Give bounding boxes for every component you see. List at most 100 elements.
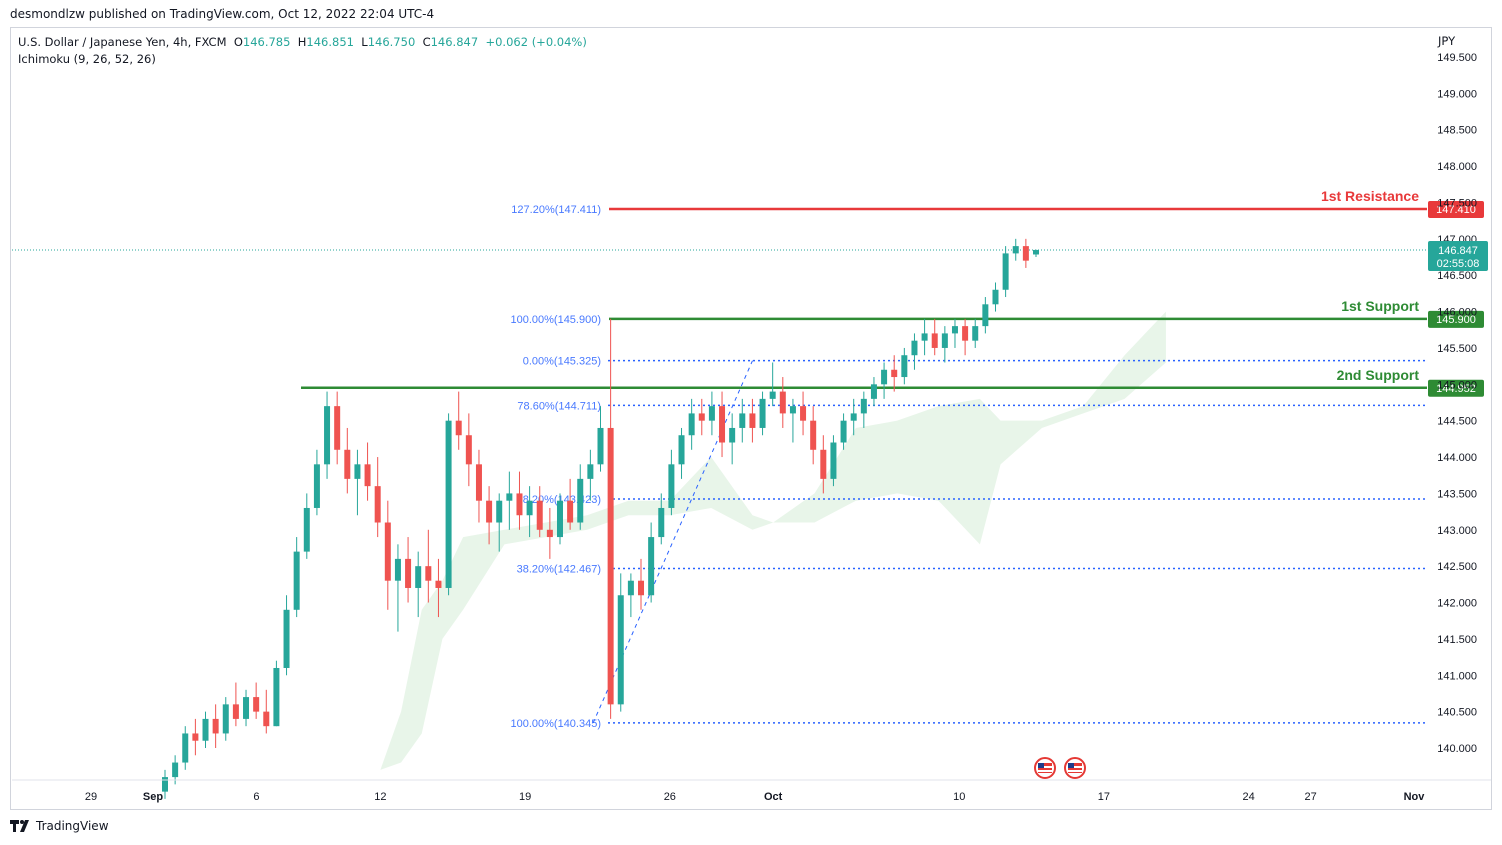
candle-body xyxy=(435,580,442,588)
candle-body xyxy=(567,500,574,523)
candle-body xyxy=(901,355,908,378)
candle-body xyxy=(648,537,655,596)
candle-body xyxy=(830,442,837,479)
candle-body xyxy=(253,697,260,712)
candle-body xyxy=(992,289,999,305)
candle-body xyxy=(526,500,533,516)
level-price-tag xyxy=(1428,310,1484,328)
candle-body xyxy=(222,704,229,734)
candle-body xyxy=(394,558,401,581)
time-tick-label: 10 xyxy=(953,791,965,803)
candle-body xyxy=(951,326,958,334)
fib-label: 127.20%(147.411) xyxy=(511,204,601,216)
candle-body xyxy=(729,427,736,443)
footer-brand[interactable]: TradingView xyxy=(10,819,109,833)
fib-label: 78.60%(144.711) xyxy=(517,400,601,412)
price-tick-label: 149.500 xyxy=(1437,52,1477,64)
candle-body xyxy=(972,326,979,341)
ichimoku-cloud xyxy=(380,311,1166,770)
candle-body xyxy=(688,413,695,436)
candle-body xyxy=(800,406,807,421)
level-price-tag xyxy=(1428,201,1484,219)
flag-stripe-white xyxy=(1038,770,1052,772)
close-label: C xyxy=(422,35,431,49)
candle-body xyxy=(597,427,604,465)
candle-body xyxy=(678,435,685,465)
candle-body xyxy=(658,507,665,538)
candle-body xyxy=(546,529,553,538)
candle-body xyxy=(1033,249,1039,255)
candle-body xyxy=(870,384,877,399)
candle-body xyxy=(384,522,391,581)
time-tick-label: 6 xyxy=(253,791,259,803)
candle-body xyxy=(212,718,219,734)
indicator-legend: Ichimoku (9, 26, 52, 26) xyxy=(18,52,156,66)
level-label: 1st Resistance xyxy=(1321,188,1419,204)
change-value: +0.062 (+0.04%) xyxy=(485,35,587,49)
candle-body xyxy=(374,486,381,523)
candle-body xyxy=(354,464,361,479)
candle-body xyxy=(779,391,786,414)
open-label: O xyxy=(233,35,243,49)
current-price-tag xyxy=(1428,240,1488,271)
price-tick-label: 141.000 xyxy=(1437,670,1477,682)
price-tick-label: 148.000 xyxy=(1437,161,1477,173)
level-lines: 1st Resistance 147.410 1st Support 145.900 2… xyxy=(12,188,1484,397)
candle-body xyxy=(587,464,594,479)
candle-body xyxy=(1022,246,1029,261)
candle-body xyxy=(891,369,898,378)
symbol-legend: U.S. Dollar / Japanese Yen, 4h, FXCM O14… xyxy=(18,35,587,49)
candle-body xyxy=(698,413,705,421)
candle-body xyxy=(749,413,756,428)
price-tick-label: 140.000 xyxy=(1437,743,1477,755)
candle-body xyxy=(708,406,715,421)
time-tick-label: 27 xyxy=(1305,791,1317,803)
time-tick-label: Nov xyxy=(1404,791,1426,803)
price-tick-label: 148.500 xyxy=(1437,125,1477,137)
candle-body xyxy=(850,413,857,421)
candle-body xyxy=(668,464,675,508)
price-tick-label: 146.000 xyxy=(1437,307,1477,319)
candle-body xyxy=(627,580,634,596)
candle-body xyxy=(496,500,503,523)
low-value: 146.750 xyxy=(367,35,416,49)
fib-label: 0.00%(145.325) xyxy=(523,356,601,368)
time-tick-label: 12 xyxy=(374,791,386,803)
candle-body xyxy=(516,493,523,516)
footer-brand-text: TradingView xyxy=(36,819,109,833)
high-label: H xyxy=(297,35,307,49)
candle-body xyxy=(810,420,817,450)
close-value: 146.847 xyxy=(430,35,479,49)
time-axis: 29 Sep 6 12 19 26 Oct 10 17 24 27 Nov xyxy=(12,779,1491,803)
time-tick-label: 29 xyxy=(85,791,97,803)
candle-body xyxy=(739,413,746,428)
candle-body xyxy=(840,420,847,443)
event-markers[interactable] xyxy=(1034,757,1086,779)
candle-body xyxy=(860,398,867,414)
candle-body xyxy=(172,762,179,778)
time-tick-label: 24 xyxy=(1243,791,1255,803)
high-value: 146.851 xyxy=(306,35,354,49)
candle-body xyxy=(536,500,543,530)
flag-stripe-white xyxy=(1068,770,1082,772)
candle-body xyxy=(243,697,250,719)
candle-body xyxy=(364,464,371,487)
price-tick-label: 140.500 xyxy=(1437,707,1477,719)
symbol-title: U.S. Dollar / Japanese Yen, 4h, FXCM xyxy=(18,35,227,49)
open-value: 146.785 xyxy=(242,35,291,49)
level-price-tag xyxy=(1428,379,1484,397)
tradingview-logo-icon xyxy=(10,820,29,832)
candle-body xyxy=(638,580,645,596)
candle-body xyxy=(789,406,796,414)
candle-body xyxy=(617,595,624,705)
fib-label: 100.00%(145.900) xyxy=(510,314,601,326)
candle-body xyxy=(556,500,563,538)
candle-body xyxy=(405,558,412,588)
candle-body xyxy=(486,500,493,523)
time-tick-label: Sep xyxy=(143,791,163,803)
fib-label: 100.00%(140.345) xyxy=(510,718,601,730)
candle-body xyxy=(982,304,989,327)
time-tick-label: 26 xyxy=(664,791,676,803)
fib-trend-line xyxy=(592,360,753,724)
